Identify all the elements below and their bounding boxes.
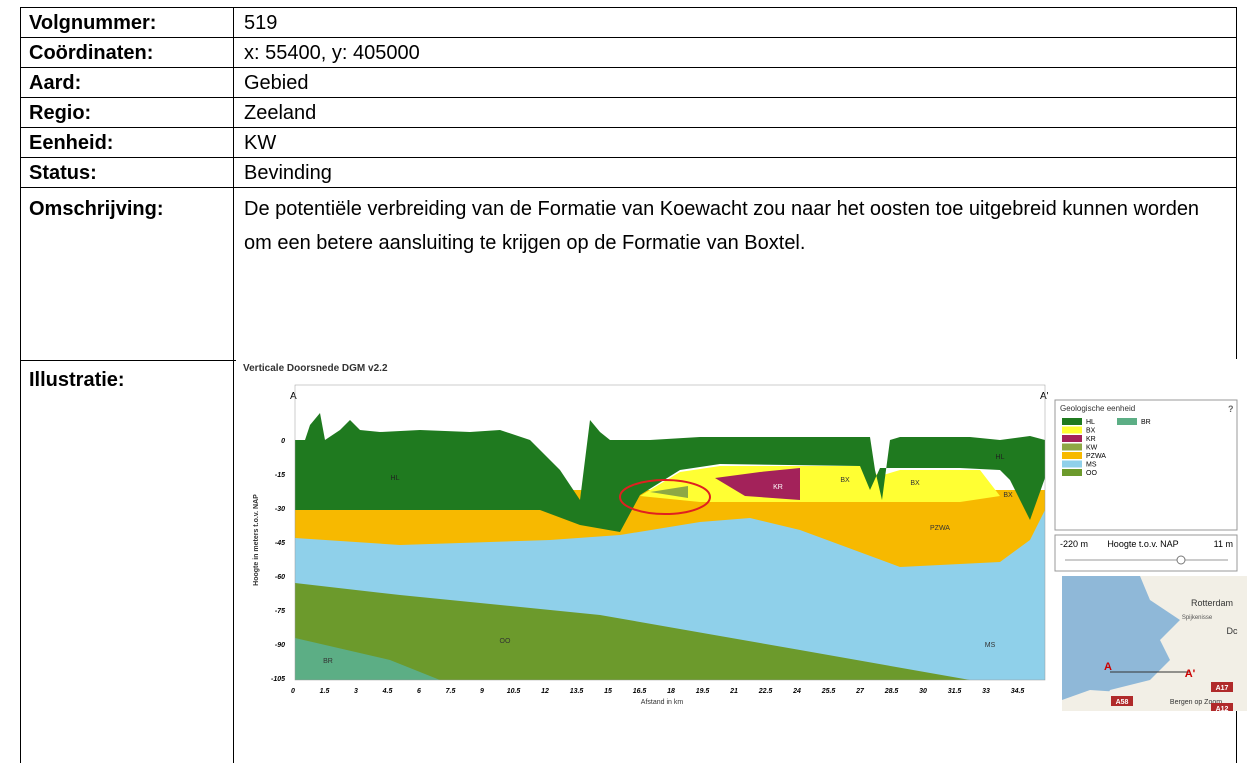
x-tick-label: 25.5 <box>821 688 836 695</box>
legend-swatch <box>1062 427 1082 434</box>
legend-help: ? <box>1228 404 1234 414</box>
x-tick-label: 27 <box>855 688 865 695</box>
x-tick-label: 30 <box>919 688 927 695</box>
y-tick-label: -60 <box>275 574 285 581</box>
layer-label: KR <box>773 484 783 491</box>
legend-label: KW <box>1086 445 1098 452</box>
y-tick-label: -30 <box>275 506 285 513</box>
legend-label: PZWA <box>1086 453 1106 460</box>
x-tick-label: 7.5 <box>446 688 456 695</box>
x-tick-label: 22.5 <box>758 688 773 695</box>
y-tick-label: -15 <box>275 472 285 479</box>
layer-label: OO <box>500 638 511 645</box>
legend-swatch <box>1062 452 1082 459</box>
illustration: Verticale Doorsnede DGM v2.2 A A' 0 -15 -3… <box>0 0 1247 711</box>
x-axis-label: Afstand in km <box>641 699 684 706</box>
map-label: A17 <box>1216 685 1229 692</box>
x-tick-label: 6 <box>417 688 421 695</box>
layer-label: HL <box>996 454 1005 461</box>
legend-label: HL <box>1086 419 1095 426</box>
y-tick-label: -105 <box>271 676 285 683</box>
x-tick-label: 4.5 <box>382 688 393 695</box>
legend-label: MS <box>1086 462 1097 469</box>
x-tick-label: 16.5 <box>633 688 647 695</box>
legend-swatch <box>1062 418 1082 425</box>
x-tick-label: 12 <box>541 688 549 695</box>
x-tick-label: 18 <box>667 688 675 695</box>
y-tick-label: -75 <box>275 608 285 615</box>
x-tick-label: 24 <box>792 688 801 695</box>
legend-swatch <box>1062 435 1082 442</box>
map-label: Rotterdam <box>1191 598 1233 608</box>
x-tick-label: 21 <box>729 688 738 695</box>
layer-label: PZWA <box>930 525 950 532</box>
x-tick-label: 13.5 <box>570 688 584 695</box>
legend-label: BR <box>1141 419 1151 426</box>
legend-label: KR <box>1086 436 1096 443</box>
layer-label: BX <box>840 477 850 484</box>
x-tick-label: 3 <box>354 688 358 695</box>
slider-handle <box>1177 556 1185 564</box>
layer-label: HL <box>391 475 400 482</box>
map-label: A <box>1104 661 1112 673</box>
map-label: Dc <box>1227 626 1238 636</box>
map-label: A58 <box>1116 699 1129 706</box>
layer-label: BX <box>1003 492 1013 499</box>
x-tick-label: 19.5 <box>696 688 710 695</box>
layer-label: BR <box>323 658 333 665</box>
y-tick-label: -45 <box>275 540 285 547</box>
illustration-title: Verticale Doorsnede DGM v2.2 <box>243 363 388 374</box>
x-tick-label: 31.5 <box>948 688 962 695</box>
x-tick-label: 1.5 <box>320 688 330 695</box>
legend-swatch <box>1117 418 1137 425</box>
layer-label: BX <box>910 480 920 487</box>
x-tick-label: 28.5 <box>884 688 899 695</box>
marker: A <box>290 391 297 402</box>
x-tick-label: 33 <box>982 688 990 695</box>
x-tick-label: 15 <box>604 688 612 695</box>
y-tick-label: -90 <box>275 642 285 649</box>
slider-label: Hoogte t.o.v. NAP <box>1107 539 1178 549</box>
x-tick-label: 10.5 <box>507 688 521 695</box>
x-tick-label: 9 <box>480 688 484 695</box>
map-label: A12 <box>1216 706 1229 711</box>
x-tick-label: 0 <box>291 688 295 695</box>
slider-min: -220 m <box>1060 539 1088 549</box>
x-tick-label: 34.5 <box>1011 688 1025 695</box>
y-tick-label: 0 <box>281 438 285 445</box>
legend-swatch <box>1062 469 1082 476</box>
legend-label: OO <box>1086 470 1097 477</box>
legend-title: Geologische eenheid <box>1060 404 1135 413</box>
legend-label: BX <box>1086 428 1096 435</box>
legend-swatch <box>1062 461 1082 468</box>
marker: A' <box>1040 391 1049 402</box>
layer-label: MS <box>985 642 996 649</box>
map-label: A' <box>1185 668 1196 680</box>
y-axis-label: Hoogte in meters t.o.v. NAP <box>253 494 260 586</box>
map-label: Spijkenisse <box>1182 615 1213 621</box>
slider-max: 11 m <box>1214 539 1233 549</box>
legend-swatch <box>1062 444 1082 451</box>
